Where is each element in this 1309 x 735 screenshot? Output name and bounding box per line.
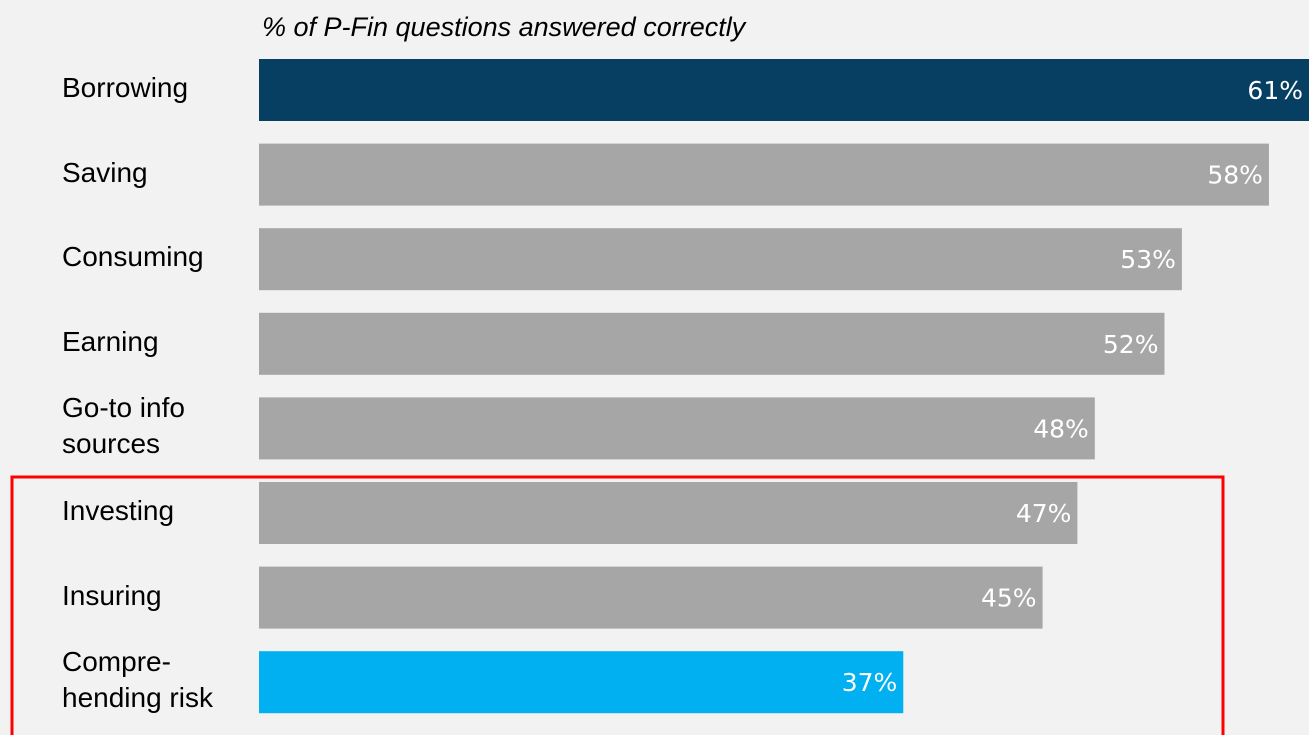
value-label: 47% (1016, 499, 1072, 528)
bar (259, 143, 1269, 206)
value-label: 45% (981, 584, 1037, 613)
bar (259, 228, 1182, 291)
chart-title: % of P-Fin questions answered correctly (262, 12, 746, 42)
category-label: Investing (62, 495, 175, 526)
bar (259, 59, 1309, 121)
category-label: Insuring (62, 579, 162, 611)
category-label: Compre- hending risk (62, 646, 213, 714)
value-label: 52% (1103, 330, 1159, 359)
category-label: Consuming (62, 241, 204, 273)
value-label: 53% (1120, 245, 1176, 274)
bar (259, 566, 1043, 629)
category-label: Borrowing (62, 72, 189, 103)
value-label: 37% (842, 668, 898, 697)
bar (259, 312, 1165, 375)
bar (259, 651, 904, 714)
bar (259, 482, 1078, 544)
category-label: Earning (62, 325, 159, 357)
value-label: 58% (1207, 161, 1263, 190)
category-label: Saving (62, 156, 148, 188)
highlight-box (10, 475, 1225, 735)
category-label: Go-to info sources (62, 392, 185, 460)
value-label: 48% (1033, 414, 1089, 443)
bar (259, 397, 1095, 460)
value-label: 61% (1247, 76, 1303, 105)
